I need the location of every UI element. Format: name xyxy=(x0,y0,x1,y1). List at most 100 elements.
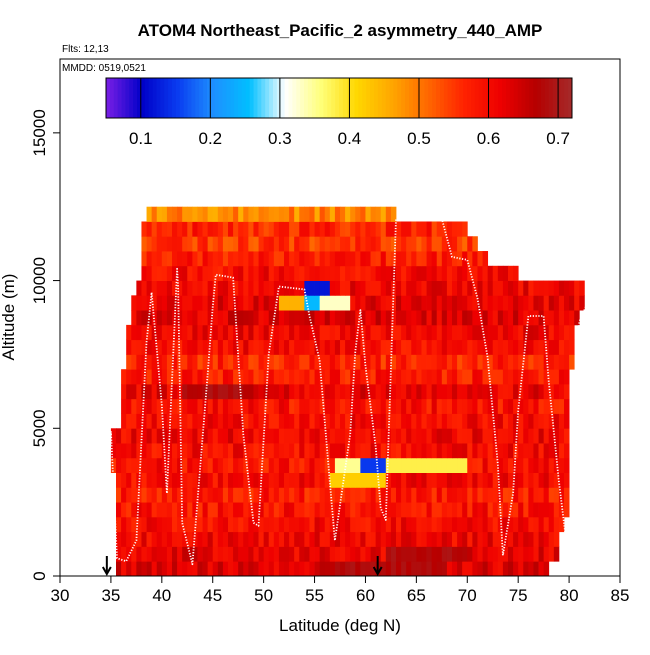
heatmap-cell xyxy=(136,502,142,518)
heatmap-cell xyxy=(396,472,402,488)
heatmap-cell xyxy=(212,369,219,385)
heatmap-cell xyxy=(513,561,519,577)
heatmap-cell xyxy=(309,251,315,267)
colorbar-segment xyxy=(284,78,290,118)
heatmap-cell xyxy=(477,443,483,459)
heatmap-cell xyxy=(518,354,524,370)
heatmap-cell xyxy=(212,221,219,237)
heatmap-cell xyxy=(202,531,209,547)
heatmap-cell xyxy=(375,280,382,296)
colorbar-segment xyxy=(490,78,495,118)
heatmap-cell xyxy=(146,339,153,355)
heatmap-cell xyxy=(502,561,509,577)
heatmap-cell xyxy=(436,561,443,577)
heatmap-cell xyxy=(502,428,509,444)
heatmap-cell xyxy=(421,383,427,400)
heatmap-cell xyxy=(477,280,483,296)
heatmap-cell xyxy=(553,531,560,547)
heatmap-cell xyxy=(309,413,315,429)
heatmap-cell xyxy=(462,472,468,488)
heatmap-cell xyxy=(482,487,489,503)
heatmap-cell xyxy=(166,398,173,414)
heatmap-cell xyxy=(289,472,295,488)
heatmap-cell xyxy=(482,280,489,296)
heatmap-cell xyxy=(243,472,249,488)
colorbar-tick-label: 0.1 xyxy=(129,129,153,148)
heatmap-cell xyxy=(350,516,356,533)
heatmap-cell xyxy=(502,280,509,296)
heatmap-cell xyxy=(192,457,198,473)
heatmap-cell xyxy=(564,383,570,400)
colorbar-segment xyxy=(397,78,402,118)
x-tick-label: 35 xyxy=(101,586,120,605)
heatmap-cell xyxy=(548,546,555,562)
heatmap-cell xyxy=(553,339,560,355)
heatmap-cell xyxy=(263,516,270,533)
heatmap-cell xyxy=(141,354,147,370)
heatmap-cell xyxy=(365,339,371,355)
heatmap-cell xyxy=(564,310,570,326)
heatmap-cell xyxy=(472,383,478,400)
heatmap-cell xyxy=(172,383,178,400)
heatmap-cell xyxy=(207,487,214,503)
heatmap-cell xyxy=(222,310,229,326)
heatmap-cell xyxy=(538,457,545,473)
heatmap-cell xyxy=(253,502,259,518)
heatmap-cell xyxy=(548,295,555,311)
heatmap-cell xyxy=(340,487,346,503)
heatmap-cell xyxy=(472,546,478,562)
heatmap-cell xyxy=(396,487,402,503)
heatmap-cell xyxy=(192,487,198,503)
heatmap-cell xyxy=(217,324,224,341)
heatmap-cell xyxy=(390,206,397,222)
colorbar-segment xyxy=(183,78,189,118)
heatmap-cell xyxy=(314,561,321,577)
heatmap-cell xyxy=(233,428,239,444)
heatmap-cell xyxy=(462,546,468,562)
heatmap-cell xyxy=(248,516,254,533)
heatmap-cell xyxy=(299,428,305,444)
heatmap-cell xyxy=(324,369,331,385)
heatmap-cell xyxy=(238,457,244,473)
heatmap-cell xyxy=(314,310,321,326)
heatmap-cell xyxy=(329,369,336,385)
heatmap-cell xyxy=(390,339,397,355)
heatmap-cell xyxy=(146,531,153,547)
heatmap-cell xyxy=(457,487,463,503)
heatmap-cell xyxy=(508,265,514,281)
heatmap-cell xyxy=(121,561,127,577)
heatmap-cell xyxy=(497,561,504,577)
heatmap-cell xyxy=(197,206,203,222)
heatmap-cell xyxy=(243,383,249,400)
heatmap-cell xyxy=(217,295,224,311)
heatmap-cell xyxy=(457,472,463,488)
heatmap-cell xyxy=(222,221,229,237)
heatmap-cell xyxy=(324,206,331,222)
heatmap-cell xyxy=(263,369,270,385)
heatmap-cell xyxy=(309,206,315,222)
heatmap-cell xyxy=(233,251,239,267)
heatmap-cell xyxy=(518,398,524,414)
heatmap-cell xyxy=(166,265,173,281)
heatmap-cell xyxy=(401,236,407,252)
heatmap-cell xyxy=(538,280,545,296)
heatmap-cell xyxy=(385,531,392,547)
heatmap-cell xyxy=(462,236,468,252)
heatmap-cell xyxy=(324,251,331,267)
heatmap-cell xyxy=(431,472,438,488)
heatmap-cell xyxy=(304,502,310,518)
heatmap-cell xyxy=(273,251,280,267)
heatmap-cell xyxy=(299,472,305,488)
heatmap-cell xyxy=(360,251,366,267)
heatmap-cell xyxy=(192,221,198,237)
heatmap-cell xyxy=(263,531,270,547)
colorbar-segment xyxy=(319,78,324,118)
heatmap-cell xyxy=(340,457,346,473)
heatmap-cell xyxy=(172,236,178,252)
heatmap-cell xyxy=(289,251,295,267)
heatmap-cell xyxy=(121,428,127,444)
heatmap-cell xyxy=(329,487,336,503)
heatmap-cell xyxy=(172,265,178,281)
heatmap-cell xyxy=(350,251,356,267)
heatmap-cell xyxy=(375,221,382,237)
